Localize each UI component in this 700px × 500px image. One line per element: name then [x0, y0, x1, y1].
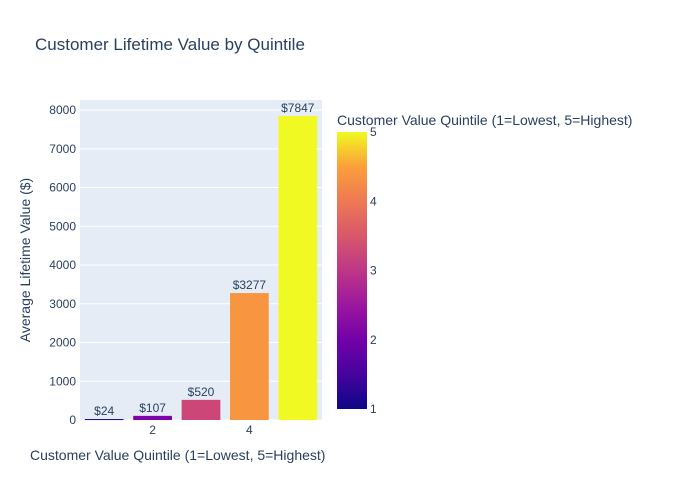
colorbar-tick-label: 3 [370, 264, 377, 278]
x-axis-label: Customer Value Quintile (1=Lowest, 5=Hig… [30, 447, 325, 463]
y-tick-label: 3000 [49, 297, 76, 311]
y-axis-ticks: 0 1000 2000 3000 4000 5000 6000 7000 8000 [49, 103, 76, 427]
y-tick-label: 0 [69, 413, 76, 427]
bar-data-label: $3277 [233, 278, 267, 292]
colorbar-tick-label: 4 [370, 194, 377, 208]
colorbar-ticks: 1 2 3 4 5 [370, 125, 377, 416]
y-tick-label: 6000 [49, 181, 76, 195]
bar-data-label: $520 [188, 385, 215, 399]
y-tick-label: 7000 [49, 142, 76, 156]
chart-title: Customer Lifetime Value by Quintile [35, 35, 305, 54]
bar-data-label: $24 [94, 404, 114, 418]
colorbar-title: Customer Value Quintile (1=Lowest, 5=Hig… [337, 112, 632, 128]
bar-quintile-4 [230, 293, 269, 420]
colorbar [337, 132, 367, 409]
y-tick-label: 5000 [49, 219, 76, 233]
bar-quintile-2 [133, 415, 172, 420]
bar-data-label: $107 [139, 401, 166, 415]
colorbar-tick-label: 1 [370, 402, 377, 416]
x-tick-label: 2 [149, 423, 156, 437]
y-tick-label: 2000 [49, 336, 76, 350]
colorbar-tick-label: 2 [370, 333, 377, 347]
bar-data-label: $7847 [281, 101, 315, 115]
bar-quintile-1 [84, 419, 124, 421]
bar-quintile-3 [181, 399, 221, 420]
y-axis-label: Average Lifetime Value ($) [17, 178, 33, 342]
colorbar-tick-label: 5 [370, 125, 377, 139]
bar-quintile-5 [278, 116, 318, 420]
y-tick-label: 1000 [49, 374, 76, 388]
bars [84, 116, 318, 421]
y-tick-label: 4000 [49, 258, 76, 272]
bar-data-labels: $24 $107 $520 $3277 $7847 [94, 101, 315, 418]
y-tick-label: 8000 [49, 103, 76, 117]
x-tick-label: 4 [246, 423, 253, 437]
